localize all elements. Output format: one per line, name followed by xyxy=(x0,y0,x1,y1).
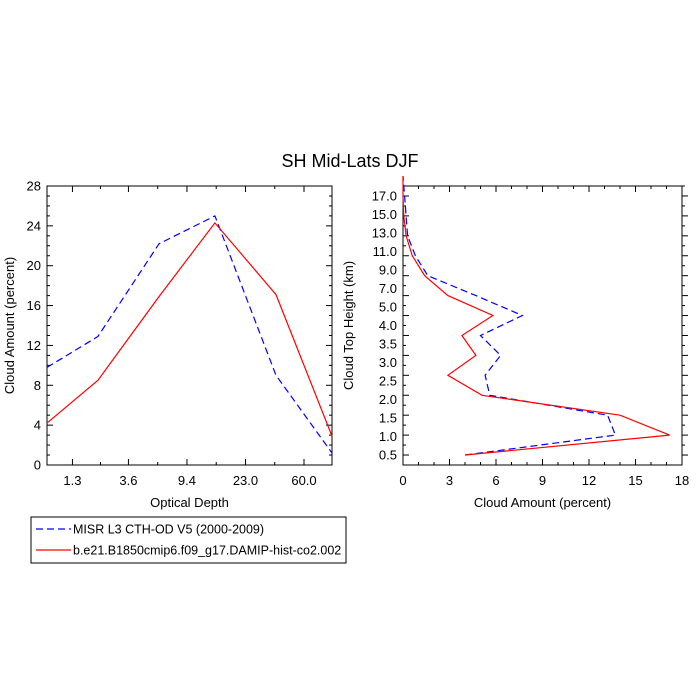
y-tick-label: 2.0 xyxy=(379,392,397,407)
legend-label: b.e21.B1850cmip6.f09_g17.DAMIP-hist-co2.… xyxy=(73,544,341,558)
y-tick-label: 3.5 xyxy=(379,337,397,352)
series-line-1 xyxy=(46,215,333,454)
y-tick-label: 9.0 xyxy=(379,262,397,277)
y-tick-label: 16 xyxy=(27,298,41,313)
x-tick-label: 12 xyxy=(582,473,596,488)
x-tick-label: 9 xyxy=(539,473,546,488)
x-tick-label: 9.4 xyxy=(178,473,196,488)
x-tick-label: 18 xyxy=(675,473,689,488)
x-tick-label: 6 xyxy=(492,473,499,488)
x-tick-label: 60.0 xyxy=(291,473,316,488)
y-tick-label: 1.5 xyxy=(379,411,397,426)
y-tick-label: 0.5 xyxy=(379,448,397,463)
y-tick-label: 1.0 xyxy=(379,429,397,444)
legend-box xyxy=(30,516,347,564)
x-tick-label: 0 xyxy=(399,473,406,488)
legend: MISR L3 CTH-OD V5 (2000-2009) b.e21.B1850… xyxy=(30,516,347,564)
y-tick-label: 12 xyxy=(27,338,41,353)
y-tick-label: 11.0 xyxy=(373,244,397,259)
y-tick-label: 4.0 xyxy=(379,318,397,333)
y-tick-label: 2.5 xyxy=(379,374,397,389)
chart-title: SH Mid-Lats DJF xyxy=(281,151,418,171)
y-tick-label: 8 xyxy=(34,378,41,393)
x-tick-label: 15 xyxy=(628,473,642,488)
legend-label: MISR L3 CTH-OD V5 (2000-2009) xyxy=(73,523,264,537)
series-line-2 xyxy=(46,221,333,437)
x-tick-label: 23.0 xyxy=(233,473,258,488)
x-axis-label: Optical Depth xyxy=(150,495,229,510)
x-axis-label: Cloud Amount (percent) xyxy=(474,495,611,510)
y-tick-label: 4 xyxy=(34,418,41,433)
x-tick-label: 1.3 xyxy=(63,473,81,488)
plot-frame xyxy=(46,185,333,466)
y-tick-label: 5.0 xyxy=(379,299,397,314)
y-axis-label: Cloud Top Height (km) xyxy=(341,261,356,390)
cloud-top-height-panel: 0 3 6 9 12 15 18 0.5 1.0 1.5 2.0 2.5 3.0 3.5 4.0 5.0 7.0… xyxy=(341,175,689,510)
y-tick-label: 3.0 xyxy=(379,355,397,370)
y-tick-label: 28 xyxy=(27,179,41,194)
y-tick-label: 0 xyxy=(34,458,41,473)
y-tick-label: 24 xyxy=(27,218,41,233)
y-tick-label: 15.0 xyxy=(372,207,397,222)
x-tick-label: 3 xyxy=(446,473,453,488)
y-tick-label: 17.0 xyxy=(372,188,397,203)
y-tick-label: 20 xyxy=(27,258,41,273)
optical-depth-panel: 0 4 8 12 16 20 24 28 1.3 3.6 9.4 23.0 60.0 Optical De… xyxy=(2,179,333,510)
x-tick-label: 3.6 xyxy=(119,473,137,488)
series-line-1 xyxy=(402,175,617,456)
y-axis-label: Cloud Amount (percent) xyxy=(2,257,17,394)
series-line-2 xyxy=(402,176,670,456)
y-tick-label: 7.0 xyxy=(379,281,397,296)
y-tick-label: 13.0 xyxy=(372,225,397,240)
